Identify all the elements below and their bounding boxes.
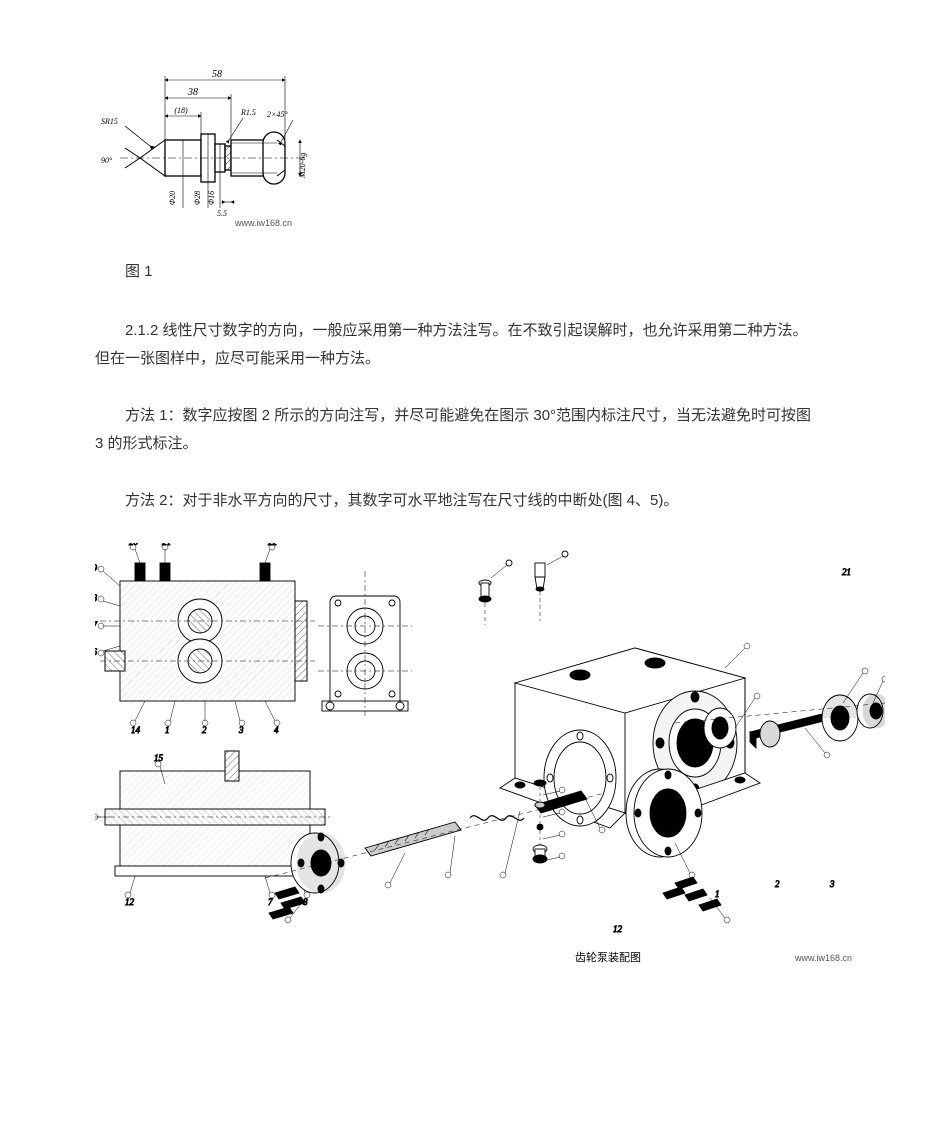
figure-1-image: 90° SR15: [95, 40, 340, 230]
p19: 19: [95, 563, 98, 573]
dim-b55: 5.5: [217, 209, 227, 218]
p14: 14: [131, 725, 141, 735]
figure-2-image: 19 18 17 16 14 1 2 3 4 20 21 22: [95, 543, 885, 968]
dim-sr15: SR15: [101, 117, 118, 126]
dim-phi28: Φ28: [193, 191, 202, 205]
p16: 16: [95, 647, 98, 657]
dim-ch245: 2×45°: [267, 110, 288, 119]
p18: 18: [95, 593, 98, 603]
figure-1: 90° SR15: [95, 40, 890, 230]
p2: 2: [202, 725, 207, 735]
p22: 22: [268, 543, 278, 547]
dim-38: 38: [187, 87, 198, 98]
dim-58: 58: [212, 69, 222, 80]
paragraph-1a: 2.1.2 线性尺寸数字的方向，一般应采用第一种方法注写。在不致引起误解时，也允…: [125, 322, 808, 339]
p15: 15: [154, 753, 164, 763]
p7: 7: [268, 897, 273, 907]
page-root: 90° SR15: [0, 0, 945, 1036]
figure-1-watermark: www.iw168.cn: [234, 218, 292, 228]
p12: 12: [125, 897, 135, 907]
dim-r15: R1.5: [240, 108, 256, 117]
r2: 2: [775, 879, 780, 889]
r21: 21: [842, 567, 851, 577]
p20: 20: [129, 543, 139, 547]
dim-phi20: Φ20: [168, 191, 177, 205]
p3: 3: [238, 725, 244, 735]
p21: 21: [162, 543, 171, 547]
paragraph-3: 方法 2：对于非水平方向的尺寸，其数字可水平地注写在尺寸线的中断处(图 4、5)…: [95, 487, 890, 516]
figure-1-caption: 图 1: [95, 258, 890, 287]
figure-2-title: 齿轮泵装配图: [575, 950, 641, 964]
figure-2: 19 18 17 16 14 1 2 3 4 20 21 22: [95, 543, 890, 968]
paragraph-1b: 但在一张图样中，应尽可能采用一种方法。: [95, 345, 890, 374]
paragraph-2b: 3 的形式标注。: [95, 430, 890, 459]
paragraph-1: 2.1.2 线性尺寸数字的方向，一般应采用第一种方法注写。在不致引起误解时，也允…: [95, 317, 890, 374]
dim-18: (18): [174, 106, 188, 115]
dim-m20: M20-6g: [298, 153, 307, 179]
figure-2-watermark: www.iw168.cn: [794, 953, 852, 963]
dim-phi16: Φ16: [207, 191, 216, 205]
paragraph-2: 方法 1：数字应按图 2 所示的方向注写，并尽可能避免在图示 30°范围内标注尺…: [95, 402, 890, 459]
paragraph-2a: 方法 1：数字应按图 2 所示的方向注写，并尽可能避免在图示 30°范围内标注尺…: [125, 407, 811, 424]
r12: 12: [613, 924, 623, 934]
p4: 4: [274, 725, 279, 735]
r3: 3: [829, 879, 835, 889]
p1: 1: [165, 725, 170, 735]
p17: 17: [95, 620, 98, 630]
r1: 1: [715, 889, 720, 899]
dim-a90: 90°: [101, 156, 113, 165]
